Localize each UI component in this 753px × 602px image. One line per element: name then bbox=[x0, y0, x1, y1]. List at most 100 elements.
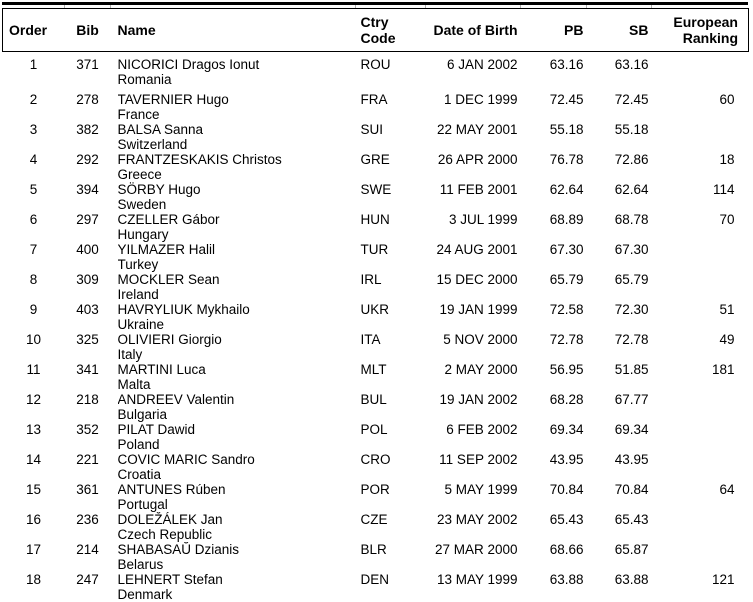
date-of-birth-cell: 11 FEB 2001 bbox=[426, 182, 521, 212]
athlete-row: 4 292 FRANTZESKAKIS Christos Greece GRE … bbox=[3, 152, 749, 182]
date-of-birth-cell: 2 MAY 2000 bbox=[426, 362, 521, 392]
athlete-row: 10 325 OLIVIERI Giorgio Italy ITA 5 NOV … bbox=[3, 332, 749, 362]
date-of-birth-cell: 6 JAN 2002 bbox=[426, 52, 521, 93]
header-order: Order bbox=[3, 9, 65, 52]
bib-cell: 361 bbox=[65, 482, 111, 512]
athlete-country: Czech Republic bbox=[118, 527, 356, 542]
athlete-row: 12 218 ANDREEV Valentin Bulgaria BUL 19 … bbox=[3, 392, 749, 422]
athlete-row: 6 297 CZELLER Gábor Hungary HUN 3 JUL 19… bbox=[3, 212, 749, 242]
athlete-country: Bulgaria bbox=[118, 407, 356, 422]
bib-cell: 297 bbox=[65, 212, 111, 242]
season-best-cell: 69.34 bbox=[587, 422, 652, 452]
athlete-row: 17 214 SHABASAŬ Dzianis Belarus BLR 27 M… bbox=[3, 542, 749, 572]
european-ranking-cell: 64 bbox=[652, 482, 749, 512]
european-ranking-cell: 181 bbox=[652, 362, 749, 392]
athlete-country: Greece bbox=[118, 167, 356, 182]
season-best-cell: 72.86 bbox=[587, 152, 652, 182]
date-of-birth-cell: 22 MAY 2001 bbox=[426, 122, 521, 152]
date-of-birth-cell: 24 AUG 2001 bbox=[426, 242, 521, 272]
personal-best-cell: 68.66 bbox=[521, 542, 587, 572]
date-of-birth-cell: 5 NOV 2000 bbox=[426, 332, 521, 362]
european-ranking-cell bbox=[652, 542, 749, 572]
athlete-country: France bbox=[118, 107, 356, 122]
european-ranking-cell: 70 bbox=[652, 212, 749, 242]
country-code-cell: DEN bbox=[356, 572, 426, 602]
european-ranking-cell: 60 bbox=[652, 92, 749, 122]
order-cell: 8 bbox=[3, 272, 65, 302]
name-cell: ANDREEV Valentin Bulgaria bbox=[111, 392, 356, 422]
season-best-cell: 43.95 bbox=[587, 452, 652, 482]
column-tick bbox=[586, 5, 587, 8]
bib-cell: 292 bbox=[65, 152, 111, 182]
order-cell: 18 bbox=[3, 572, 65, 602]
european-ranking-cell: 51 bbox=[652, 302, 749, 332]
country-code-cell: BUL bbox=[356, 392, 426, 422]
column-tick bbox=[355, 5, 356, 8]
athlete-country: Italy bbox=[118, 347, 356, 362]
athlete-row: 18 247 LEHNERT Stefan Denmark DEN 13 MAY… bbox=[3, 572, 749, 602]
name-cell: YILMAZER Halil Turkey bbox=[111, 242, 356, 272]
athlete-country: Romania bbox=[118, 72, 356, 87]
athlete-name: LEHNERT Stefan bbox=[118, 572, 356, 587]
header-sb: SB bbox=[587, 9, 652, 52]
european-ranking-cell: 121 bbox=[652, 572, 749, 602]
athlete-country: Ireland bbox=[118, 287, 356, 302]
bib-cell: 325 bbox=[65, 332, 111, 362]
country-code-cell: BLR bbox=[356, 542, 426, 572]
column-tick bbox=[425, 5, 426, 8]
athlete-name: TAVERNIER Hugo bbox=[118, 92, 356, 107]
country-code-cell: MLT bbox=[356, 362, 426, 392]
order-cell: 16 bbox=[3, 512, 65, 542]
name-cell: COVIC MARIC Sandro Croatia bbox=[111, 452, 356, 482]
season-best-cell: 65.79 bbox=[587, 272, 652, 302]
season-best-cell: 70.84 bbox=[587, 482, 652, 512]
european-ranking-cell bbox=[652, 422, 749, 452]
order-cell: 17 bbox=[3, 542, 65, 572]
athlete-name: MARTINI Luca bbox=[118, 362, 356, 377]
country-code-cell: GRE bbox=[356, 152, 426, 182]
athlete-row: 9 403 HAVRYLIUK Mykhailo Ukraine UKR 19 … bbox=[3, 302, 749, 332]
date-of-birth-cell: 1 DEC 1999 bbox=[426, 92, 521, 122]
date-of-birth-cell: 19 JAN 1999 bbox=[426, 302, 521, 332]
athlete-name: COVIC MARIC Sandro bbox=[118, 452, 356, 467]
personal-best-cell: 68.28 bbox=[521, 392, 587, 422]
athlete-row: 2 278 TAVERNIER Hugo France FRA 1 DEC 19… bbox=[3, 92, 749, 122]
name-cell: PILAT Dawid Poland bbox=[111, 422, 356, 452]
european-ranking-cell bbox=[652, 52, 749, 93]
season-best-cell: 68.78 bbox=[587, 212, 652, 242]
country-code-cell: UKR bbox=[356, 302, 426, 332]
personal-best-cell: 43.95 bbox=[521, 452, 587, 482]
date-of-birth-cell: 26 APR 2000 bbox=[426, 152, 521, 182]
column-tick bbox=[651, 5, 652, 8]
header-bib: Bib bbox=[65, 9, 111, 52]
athlete-name: CZELLER Gábor bbox=[118, 212, 356, 227]
order-cell: 5 bbox=[3, 182, 65, 212]
name-cell: SHABASAŬ Dzianis Belarus bbox=[111, 542, 356, 572]
bib-cell: 371 bbox=[65, 52, 111, 93]
header-european-ranking: European Ranking bbox=[652, 9, 749, 52]
athlete-name: ANTUNES Rúben bbox=[118, 482, 356, 497]
athlete-name: DOLEŽÁLEK Jan bbox=[118, 512, 356, 527]
name-cell: TAVERNIER Hugo France bbox=[111, 92, 356, 122]
personal-best-cell: 72.58 bbox=[521, 302, 587, 332]
personal-best-cell: 76.78 bbox=[521, 152, 587, 182]
athlete-name: MOCKLER Sean bbox=[118, 272, 356, 287]
athlete-name: YILMAZER Halil bbox=[118, 242, 356, 257]
season-best-cell: 72.78 bbox=[587, 332, 652, 362]
athlete-country: Turkey bbox=[118, 257, 356, 272]
personal-best-cell: 72.45 bbox=[521, 92, 587, 122]
date-of-birth-cell: 5 MAY 1999 bbox=[426, 482, 521, 512]
country-code-cell: ITA bbox=[356, 332, 426, 362]
athlete-row: 13 352 PILAT Dawid Poland POL 6 FEB 2002… bbox=[3, 422, 749, 452]
order-cell: 1 bbox=[3, 52, 65, 93]
header-pb: PB bbox=[521, 9, 587, 52]
season-best-cell: 55.18 bbox=[587, 122, 652, 152]
athlete-name: OLIVIERI Giorgio bbox=[118, 332, 356, 347]
order-cell: 9 bbox=[3, 302, 65, 332]
personal-best-cell: 56.95 bbox=[521, 362, 587, 392]
order-cell: 4 bbox=[3, 152, 65, 182]
order-cell: 11 bbox=[3, 362, 65, 392]
order-cell: 3 bbox=[3, 122, 65, 152]
country-code-cell: TUR bbox=[356, 242, 426, 272]
athlete-row: 8 309 MOCKLER Sean Ireland IRL 15 DEC 20… bbox=[3, 272, 749, 302]
